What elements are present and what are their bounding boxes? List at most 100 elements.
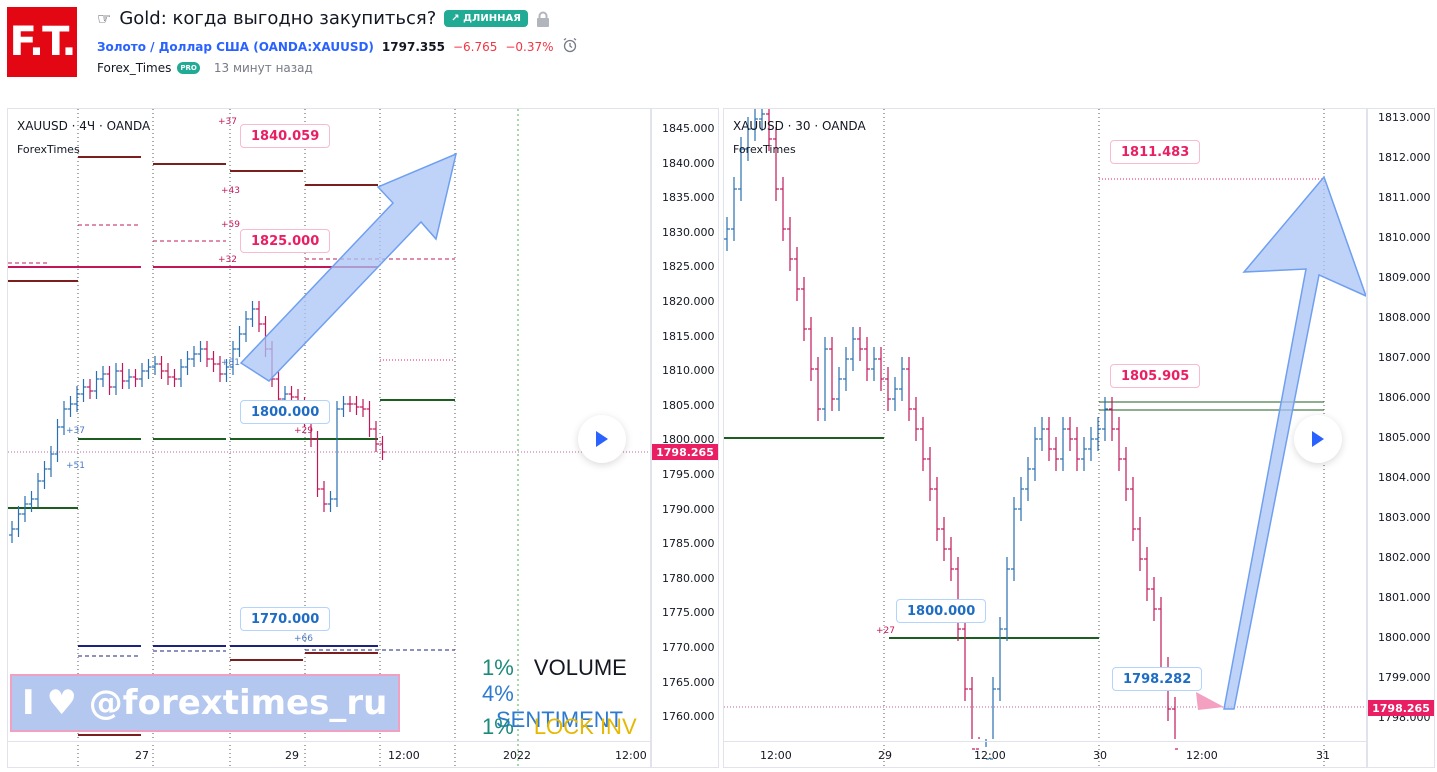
y-tick-label: 1790.000 — [662, 502, 715, 516]
x-label: 12:00 — [615, 749, 647, 762]
x-label: 29 — [878, 749, 892, 762]
long-badge-label: ДЛИННАЯ — [463, 13, 521, 24]
logo-text: F.T. — [9, 19, 76, 65]
alarm-clock-icon[interactable] — [562, 37, 578, 56]
y-tick-label: 1780.000 — [662, 571, 715, 585]
play-button[interactable] — [1294, 415, 1342, 463]
y-tick-label: 1845.000 — [662, 122, 715, 135]
callout-1805[interactable]: 1805.905 — [1110, 364, 1201, 388]
time-ago: 13 минут назад — [213, 61, 313, 75]
symbol-link[interactable]: Золото / Доллар США (OANDA:XAUUSD) — [97, 39, 374, 54]
legend-lockinv-pct: 1% — [482, 714, 514, 739]
y-tick-label: 1804.000 — [1378, 471, 1431, 484]
x-axis-line — [724, 741, 1366, 742]
small-label: +29 — [294, 426, 313, 436]
x-label: 12:00 — [974, 749, 1006, 762]
y-tick-label: 1840.000 — [662, 156, 715, 170]
price-change-pct: −0.37% — [505, 39, 554, 54]
symbol-row: Золото / Доллар США (OANDA:XAUUSD) 1797.… — [97, 37, 578, 56]
x-label: 27 — [135, 749, 149, 762]
lock-icon — [536, 11, 550, 27]
price-change: −6.765 — [452, 39, 498, 54]
small-label: +32 — [218, 255, 237, 265]
y-tick-label: 1809.000 — [1378, 271, 1431, 284]
y-tick-label: 1813.000 — [1378, 111, 1431, 124]
callout-1798[interactable]: 1798.282 — [1112, 667, 1203, 691]
chart-left-canvas — [8, 109, 650, 767]
legend-sentiment: 4% SENTIMENT — [482, 681, 650, 733]
small-label: +81 — [221, 358, 240, 368]
current-price-tag: 1798.265 — [652, 444, 718, 460]
y-tick-label: 1806.000 — [1378, 391, 1431, 404]
banner-text: I ♥ @forextimes_ru — [22, 683, 388, 723]
pro-badge: PRO — [177, 62, 200, 74]
y-tick-label: 1808.000 — [1378, 311, 1431, 324]
y-tick-label: 1803.000 — [1378, 511, 1431, 524]
forextimes-banner[interactable]: I ♥ @forextimes_ru — [10, 674, 400, 732]
small-label: +27 — [876, 626, 895, 636]
y-tick-label: 1800.000 — [1378, 631, 1431, 644]
author-row: Forex_Times PRO 13 минут назад — [97, 61, 313, 75]
play-icon — [1312, 431, 1324, 447]
small-label: +51 — [66, 461, 85, 471]
legend-volume-name: VOLUME — [533, 655, 627, 680]
callout-1800[interactable]: 1800.000 — [240, 400, 331, 424]
chart-right-indicator: ForexTimes — [733, 143, 796, 156]
x-axis-line — [8, 741, 650, 742]
legend-sentiment-name: SENTIMENT — [496, 707, 624, 732]
small-label: +66 — [294, 634, 313, 644]
forextimes-logo[interactable]: F.T. — [7, 7, 77, 77]
y-tick-label: 1795.000 — [662, 468, 715, 481]
y-tick-label: 1812.000 — [1378, 151, 1431, 164]
y-tick-label: 1785.000 — [662, 537, 715, 551]
x-label: 12:00 — [388, 749, 420, 762]
x-label: 31 — [1316, 749, 1330, 762]
chart-left-symbol: XAUUSD · 4Ч · OANDA — [17, 119, 151, 133]
legend-volume: 1% VOLUME — [482, 655, 627, 681]
x-label: 2022 — [503, 749, 531, 762]
y-tick-label: 1799.000 — [1378, 671, 1431, 684]
y-tick-label: 1805.000 — [1378, 431, 1431, 444]
small-label: +37 — [218, 117, 237, 127]
y-tick-label: 1810.000 — [662, 364, 715, 378]
idea-title-row: ☞ Gold: когда выгодно закупиться? ↗ ДЛИН… — [97, 8, 550, 29]
y-tick-label: 1802.000 — [1378, 551, 1431, 564]
long-badge: ↗ ДЛИННАЯ — [444, 10, 528, 27]
small-label: +37 — [66, 426, 85, 436]
small-label: +59 — [221, 220, 240, 230]
author-name[interactable]: Forex_Times — [97, 61, 172, 75]
chart-right[interactable]: XAUUSD · 30 · OANDA ForexTimes 1811.483 … — [723, 108, 1367, 768]
y-tick-label: 1801.000 — [1378, 591, 1431, 604]
x-label: 12:00 — [1186, 749, 1218, 762]
price-axis-left[interactable]: 1845.000 1840.000 1835.000 1830.000 1825.000… — [651, 108, 719, 768]
callout-1770[interactable]: 1770.000 — [240, 607, 331, 631]
play-icon — [596, 431, 608, 447]
idea-title: Gold: когда выгодно закупиться? — [119, 8, 437, 29]
x-label: 30 — [1093, 749, 1107, 762]
legend-sentiment-pct: 4% — [482, 681, 514, 706]
y-tick-label: 1760.000 — [662, 710, 715, 724]
callout-1840[interactable]: 1840.059 — [240, 124, 331, 148]
small-label: +43 — [221, 186, 240, 196]
current-price-tag: 1798.265 — [1368, 700, 1434, 716]
legend-volume-pct: 1% — [482, 655, 514, 680]
hand-pointer-icon: ☞ — [97, 9, 112, 28]
x-label: 29 — [285, 749, 299, 762]
x-label: 12:00 — [760, 749, 792, 762]
y-tick-label: 1815.000 — [662, 329, 715, 343]
callout-1800[interactable]: 1800.000 — [896, 599, 987, 623]
y-tick-label: 1820.000 — [662, 295, 715, 308]
chart-left[interactable]: XAUUSD · 4Ч · OANDA ForexTimes 1840.059 … — [7, 108, 651, 768]
y-tick-label: 1810.000 — [1378, 231, 1431, 244]
chart-left-indicator: ForexTimes — [17, 143, 80, 156]
legend-lockinv-name: LOCK INV — [533, 714, 637, 739]
callout-1811[interactable]: 1811.483 — [1110, 140, 1201, 164]
y-tick-label: 1830.000 — [662, 225, 715, 239]
y-tick-label: 1807.000 — [1378, 351, 1431, 364]
play-button[interactable] — [578, 415, 626, 463]
last-price: 1797.355 — [381, 39, 445, 54]
callout-1825[interactable]: 1825.000 — [240, 229, 331, 253]
price-axis-right[interactable]: 1813.000 1812.000 1811.000 1810.000 1809.000… — [1367, 108, 1435, 768]
y-tick-label: 1811.000 — [1378, 191, 1431, 204]
legend-lockinv: 1% LOCK INV — [482, 714, 637, 740]
